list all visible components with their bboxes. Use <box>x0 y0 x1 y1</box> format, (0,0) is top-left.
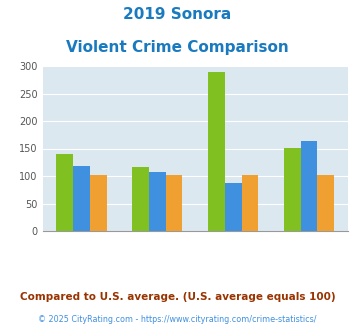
Text: Violent Crime Comparison: Violent Crime Comparison <box>66 40 289 54</box>
Bar <box>149 172 166 231</box>
Bar <box>301 141 317 231</box>
Bar <box>317 175 334 231</box>
Bar <box>284 148 301 231</box>
Bar <box>225 182 241 231</box>
Bar <box>73 166 90 231</box>
Text: Compared to U.S. average. (U.S. average equals 100): Compared to U.S. average. (U.S. average … <box>20 292 335 302</box>
Text: 2019 Sonora: 2019 Sonora <box>124 7 231 21</box>
Bar <box>241 175 258 231</box>
Legend: Sonora, California, National: Sonora, California, National <box>55 328 335 330</box>
Text: © 2025 CityRating.com - https://www.cityrating.com/crime-statistics/: © 2025 CityRating.com - https://www.city… <box>38 315 317 324</box>
Bar <box>56 154 73 231</box>
Bar <box>208 72 225 231</box>
Bar <box>90 175 106 231</box>
Bar <box>132 167 149 231</box>
Bar <box>166 175 182 231</box>
